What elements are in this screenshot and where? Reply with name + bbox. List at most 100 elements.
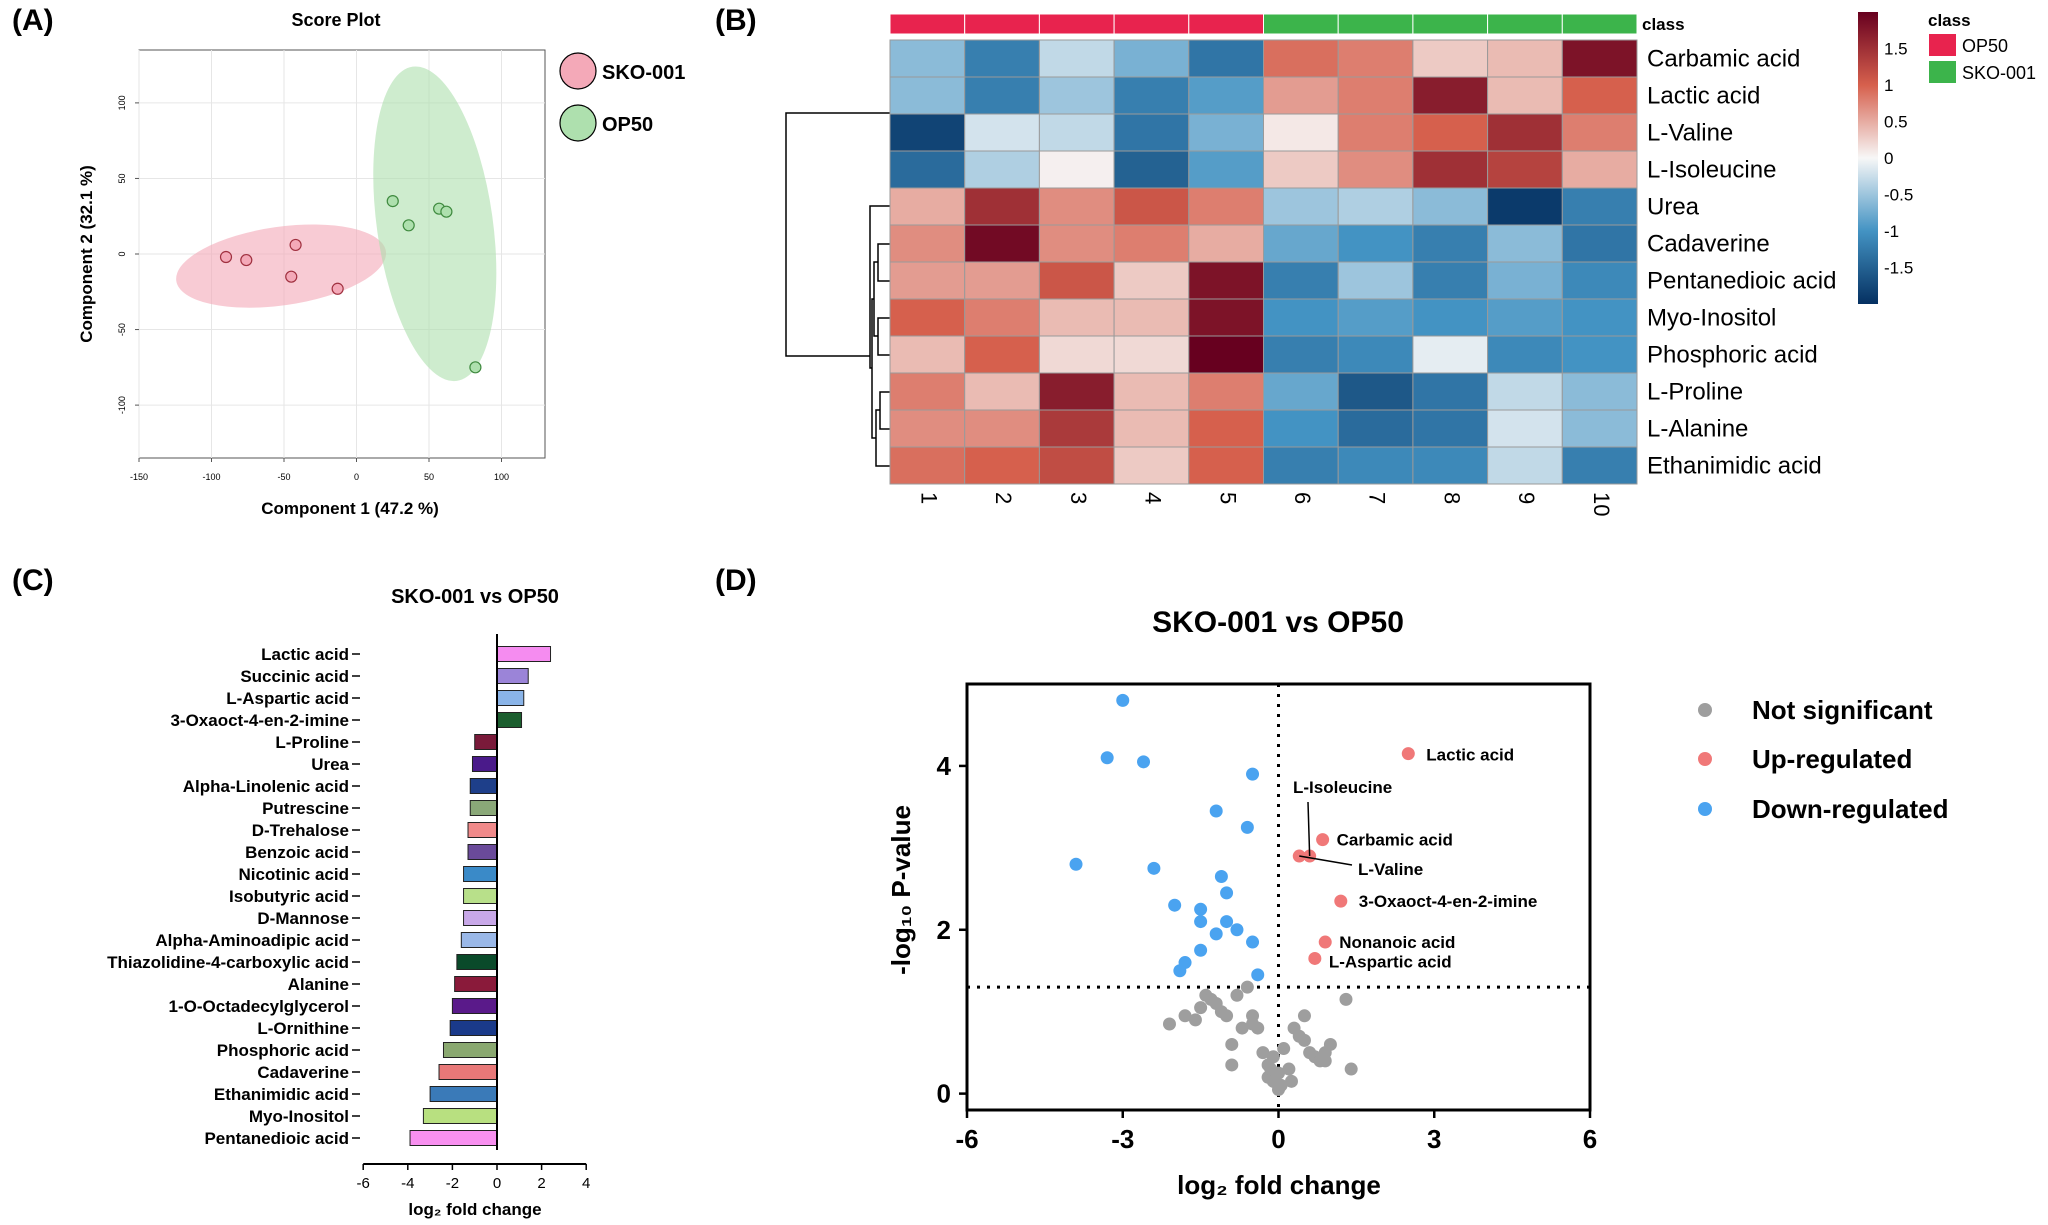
bar-label-1-o-octadecylglycerol: 1-O-Octadecylglycerol — [169, 997, 349, 1016]
heatmap-cell — [964, 76, 1040, 115]
bar-d-mannose — [463, 910, 498, 926]
heatmap-cell — [1263, 187, 1339, 226]
heatmap-cell — [1038, 150, 1115, 189]
heatmap-cell — [1113, 298, 1190, 337]
legend-label-not-significant: Not significant — [1752, 695, 1933, 725]
heatmap-cell — [1038, 224, 1115, 263]
class-bar-cell-op50 — [1113, 13, 1190, 35]
heatmap-row-label-l-alanine: L-Alanine — [1647, 416, 1748, 443]
bar-alpha-aminoadipic-acid — [460, 932, 498, 948]
bar-label-pentanedioic-acid: Pentanedioic acid — [204, 1129, 349, 1148]
heatmap-cell — [1188, 372, 1265, 411]
heatmap-cell — [889, 39, 966, 78]
heatmap-cell — [1561, 409, 1638, 448]
class-legend-op50-swatch — [1929, 34, 1956, 56]
bar-nicotinic-acid — [463, 866, 498, 882]
heatmap-col-label: 2 — [991, 492, 1016, 504]
volcano-point-up-regulated — [1334, 894, 1348, 908]
heatmap-cell — [1038, 76, 1115, 115]
heatmap-cell — [964, 224, 1040, 263]
heatmap-cell — [1487, 409, 1563, 448]
volcano-point-down-regulated — [1173, 964, 1187, 978]
volcano-point-up-regulated — [1318, 935, 1332, 949]
score-plot-xlabel: Component 1 (47.2 %) — [261, 499, 439, 518]
volcano-label-nonanoic-acid: Nonanoic acid — [1339, 933, 1455, 952]
heatmap-cell — [1412, 446, 1489, 485]
volcano-label-lactic-acid: Lactic acid — [1426, 746, 1514, 765]
heatmap-cell — [889, 446, 966, 485]
volcano-point-not-significant — [1344, 1062, 1358, 1076]
heatmap-row-label-ethanimidic-acid: Ethanimidic acid — [1647, 453, 1822, 480]
volcano-point-not-significant — [1277, 1042, 1291, 1056]
bar-xtick-label: 4 — [582, 1175, 590, 1192]
bar-xtick-label: 2 — [537, 1175, 545, 1192]
bar-label-putrescine: Putrescine — [262, 799, 349, 818]
heatmap-cell — [1561, 372, 1638, 411]
volcano-point-not-significant — [1297, 1009, 1311, 1023]
heatmap-cell — [1412, 224, 1489, 263]
heatmap-cell — [1412, 298, 1489, 337]
heatmap-cell — [1561, 224, 1638, 263]
heatmap-cell — [1038, 298, 1115, 337]
bar-label-3-oxaoct-4-en-2-imine: 3-Oxaoct-4-en-2-imine — [170, 711, 349, 730]
bar-xtick-label: 0 — [493, 1175, 501, 1192]
bar-myo-inositol — [422, 1108, 498, 1124]
volcano-point-not-significant — [1178, 1009, 1192, 1023]
class-bar-cell-sko-001 — [1337, 13, 1414, 35]
panel-d-volcano: SKO-001 vs OP50 -6 -3 0 3 6 0 2 4 Lactic acid L-… — [886, 606, 1948, 1200]
heatmap-cell — [1337, 187, 1414, 226]
heatmap-cell — [1263, 39, 1339, 78]
heatmap-cell — [1188, 298, 1265, 337]
colorbar-tick-label: 0.5 — [1884, 113, 1908, 132]
heatmap-cell — [1188, 113, 1265, 152]
volcano-point-down-regulated — [1194, 915, 1208, 929]
heatmap-cell — [964, 335, 1040, 374]
heatmap-cell — [1113, 224, 1190, 263]
volcano-point-not-significant — [1162, 1017, 1176, 1031]
bar-alanine — [454, 976, 498, 992]
volcano-label-leader — [1307, 801, 1311, 857]
confidence-ellipse-op50 — [373, 66, 497, 382]
heatmap-row-label-pentanedioic-acid: Pentanedioic acid — [1647, 268, 1836, 295]
heatmap-cell — [1038, 39, 1115, 78]
legend-marker-up-regulated — [1698, 752, 1712, 766]
heatmap-colorbar — [1858, 12, 1878, 304]
volcano-point-not-significant — [1235, 1021, 1249, 1035]
score-plot-ylabel: Component 2 (32.1 %) — [77, 165, 96, 343]
volcano-point-not-significant — [1282, 1062, 1296, 1076]
bar-l-proline — [474, 734, 498, 750]
bar-1-o-octadecylglycerol — [451, 998, 498, 1014]
volcano-point-not-significant — [1225, 1058, 1239, 1072]
heatmap-cell — [1561, 76, 1638, 115]
score-point-op50 — [386, 195, 399, 208]
heatmap-cell — [964, 261, 1040, 300]
bar-putrescine — [469, 800, 498, 816]
bar-d-trehalose — [467, 822, 498, 838]
heatmap-cell — [1113, 76, 1190, 115]
volcano-point-not-significant — [1318, 1054, 1332, 1068]
bar-pentanedioic-acid — [409, 1130, 498, 1146]
heatmap-cell — [1188, 224, 1265, 263]
heatmap-cell — [1561, 150, 1638, 189]
bar-label-alanine: Alanine — [288, 975, 349, 994]
heatmap-class-legend-title: class — [1928, 11, 1971, 30]
heatmap-cell — [1337, 446, 1414, 485]
heatmap-cell — [1113, 150, 1190, 189]
score-ytick-label: -50 — [117, 323, 127, 336]
bar-3-oxaoct-4-en-2-imine — [496, 712, 523, 728]
bar-label-isobutyric-acid: Isobutyric acid — [229, 887, 349, 906]
heatmap-cell — [964, 409, 1040, 448]
volcano-point-not-significant — [1339, 992, 1353, 1006]
volcano-point-not-significant — [1256, 1046, 1270, 1060]
heatmap-row-label-carbamic-acid: Carbamic acid — [1647, 46, 1800, 73]
heatmap-cell — [1263, 298, 1339, 337]
heatmap-col-label: 9 — [1514, 492, 1539, 504]
heatmap-cell — [889, 187, 966, 226]
volcano-point-down-regulated — [1137, 755, 1151, 769]
heatmap-cell — [889, 298, 966, 337]
heatmap-cell — [1561, 446, 1638, 485]
bar-xtick-label: -4 — [401, 1175, 414, 1192]
volcano-point-not-significant — [1274, 1078, 1288, 1092]
heatmap-col-label: 5 — [1215, 492, 1240, 504]
volcano-point-not-significant — [1266, 1050, 1280, 1064]
